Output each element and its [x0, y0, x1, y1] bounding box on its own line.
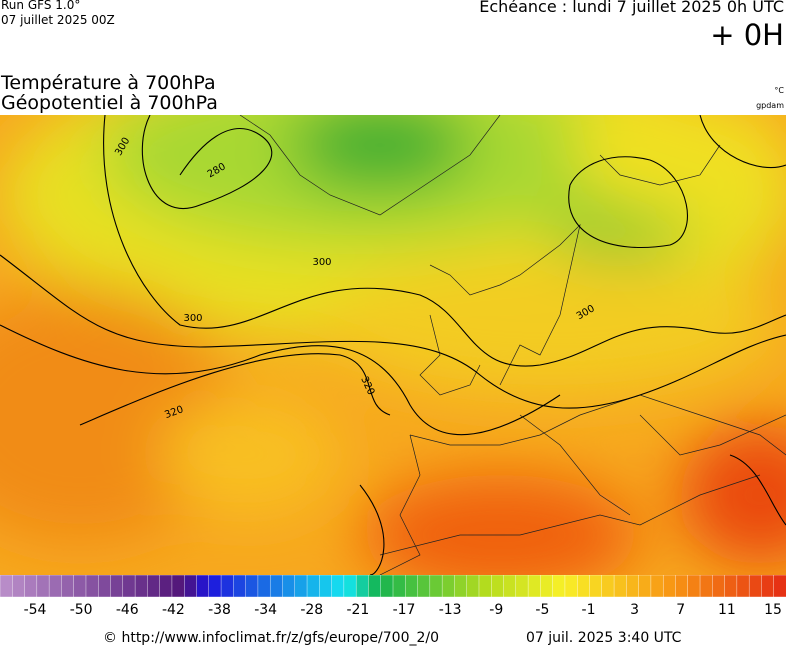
color-swatch [331, 575, 345, 598]
color-swatch [0, 575, 13, 598]
color-swatch [589, 575, 603, 598]
colorbar: -54 -50 -46 -42 -38 -34 -28 -21 -17 -13 -9 -5 -1 3 7 11… [0, 575, 786, 618]
color-swatch [564, 575, 578, 598]
color-swatch [687, 575, 701, 598]
color-swatch [724, 575, 738, 598]
offset: + 0H [710, 18, 784, 52]
color-swatch [429, 575, 443, 598]
colorbar-tick-label: 15 [764, 602, 782, 618]
color-swatch [466, 575, 480, 598]
color-swatch [552, 575, 566, 598]
colorbar-tick-label: -17 [393, 602, 416, 618]
color-swatch [675, 575, 689, 598]
color-swatch [220, 575, 235, 598]
color-swatch [282, 575, 296, 598]
color-swatch [73, 575, 87, 598]
color-swatch [712, 575, 726, 598]
color-swatch [626, 575, 640, 598]
colorbar-tick-label: -9 [489, 602, 503, 618]
unit-temperature: °C [774, 86, 784, 95]
color-swatch [478, 575, 492, 598]
color-swatch [110, 575, 124, 598]
color-swatch [208, 575, 222, 598]
color-swatch [773, 575, 786, 598]
colorbar-tick-label: -1 [582, 602, 596, 618]
colorbar-tick-label: 3 [630, 602, 639, 618]
color-swatch [48, 575, 63, 598]
colorbar-tick-label: -50 [70, 602, 93, 618]
color-swatch [36, 575, 50, 598]
colorbar-tick-label: -34 [254, 602, 277, 618]
title-temperature: Température à 700hPa [1, 72, 216, 94]
contour-label: 300 [183, 313, 202, 324]
colorbar-tick-label: -42 [162, 602, 185, 618]
color-swatch [577, 575, 591, 598]
color-swatch [355, 575, 370, 598]
colorbar-tick-label: -38 [208, 602, 231, 618]
color-swatch [122, 575, 136, 598]
colorbar-tick-label: 11 [718, 602, 736, 618]
color-swatch [491, 575, 505, 598]
colorbar-tick-label: 7 [676, 602, 685, 618]
run-date: 07 juillet 2025 00Z [1, 13, 115, 27]
color-swatch [159, 575, 173, 598]
color-swatch [417, 575, 431, 598]
color-swatch [527, 575, 542, 598]
color-swatch [294, 575, 308, 598]
color-swatch [503, 575, 517, 598]
color-swatch [405, 575, 419, 598]
color-swatch [638, 575, 652, 598]
color-swatch [12, 575, 26, 598]
coastlines [239, 115, 786, 575]
source: © http://www.infoclimat.fr/z/gfs/europe/… [103, 630, 440, 646]
colorbar-tick-label: -21 [346, 602, 369, 618]
color-swatch [540, 575, 554, 598]
color-swatch [196, 575, 210, 598]
color-swatch [85, 575, 99, 598]
timestamp: 07 juil. 2025 3:40 UTC [526, 630, 682, 646]
contour-label: 300 [312, 257, 331, 268]
color-swatch [601, 575, 615, 598]
map: 300 280 300 300 320 320 300 [0, 115, 786, 575]
color-swatch [61, 575, 75, 598]
color-swatch [184, 575, 198, 598]
color-swatch [134, 575, 149, 598]
color-swatch [699, 575, 714, 598]
color-swatch [98, 575, 112, 598]
color-swatch [380, 575, 394, 598]
color-swatch [613, 575, 628, 598]
color-swatch [650, 575, 664, 598]
color-swatch [368, 575, 382, 598]
contours [0, 115, 786, 575]
colorbar-tick-label: -28 [300, 602, 323, 618]
title-geopotential: Géopotentiel à 700hPa [1, 92, 218, 114]
color-swatch [343, 575, 357, 598]
colorbar-tick-label: -46 [116, 602, 139, 618]
color-swatch [319, 575, 333, 598]
color-swatch [748, 575, 763, 598]
colorbar-tick-label: -5 [535, 602, 549, 618]
color-swatch [245, 575, 259, 598]
color-swatch [736, 575, 750, 598]
color-swatch [392, 575, 406, 598]
echeance: Echéance : lundi 7 juillet 2025 0h UTC [479, 0, 784, 16]
color-swatch [515, 575, 529, 598]
color-swatch [269, 575, 284, 598]
color-swatch [454, 575, 468, 598]
color-swatch [171, 575, 185, 598]
color-swatch [441, 575, 456, 598]
color-swatch [24, 575, 38, 598]
color-swatch [662, 575, 677, 598]
color-swatch [147, 575, 161, 598]
color-swatch [761, 575, 775, 598]
color-swatch [233, 575, 247, 598]
run: Run GFS 1.0° [1, 0, 81, 12]
colorbar-tick-label: -54 [24, 602, 47, 618]
colorbar-tick-label: -13 [439, 602, 462, 618]
color-swatch [257, 575, 271, 598]
unit-geopotential: gpdam [756, 101, 784, 110]
color-swatch [306, 575, 321, 598]
